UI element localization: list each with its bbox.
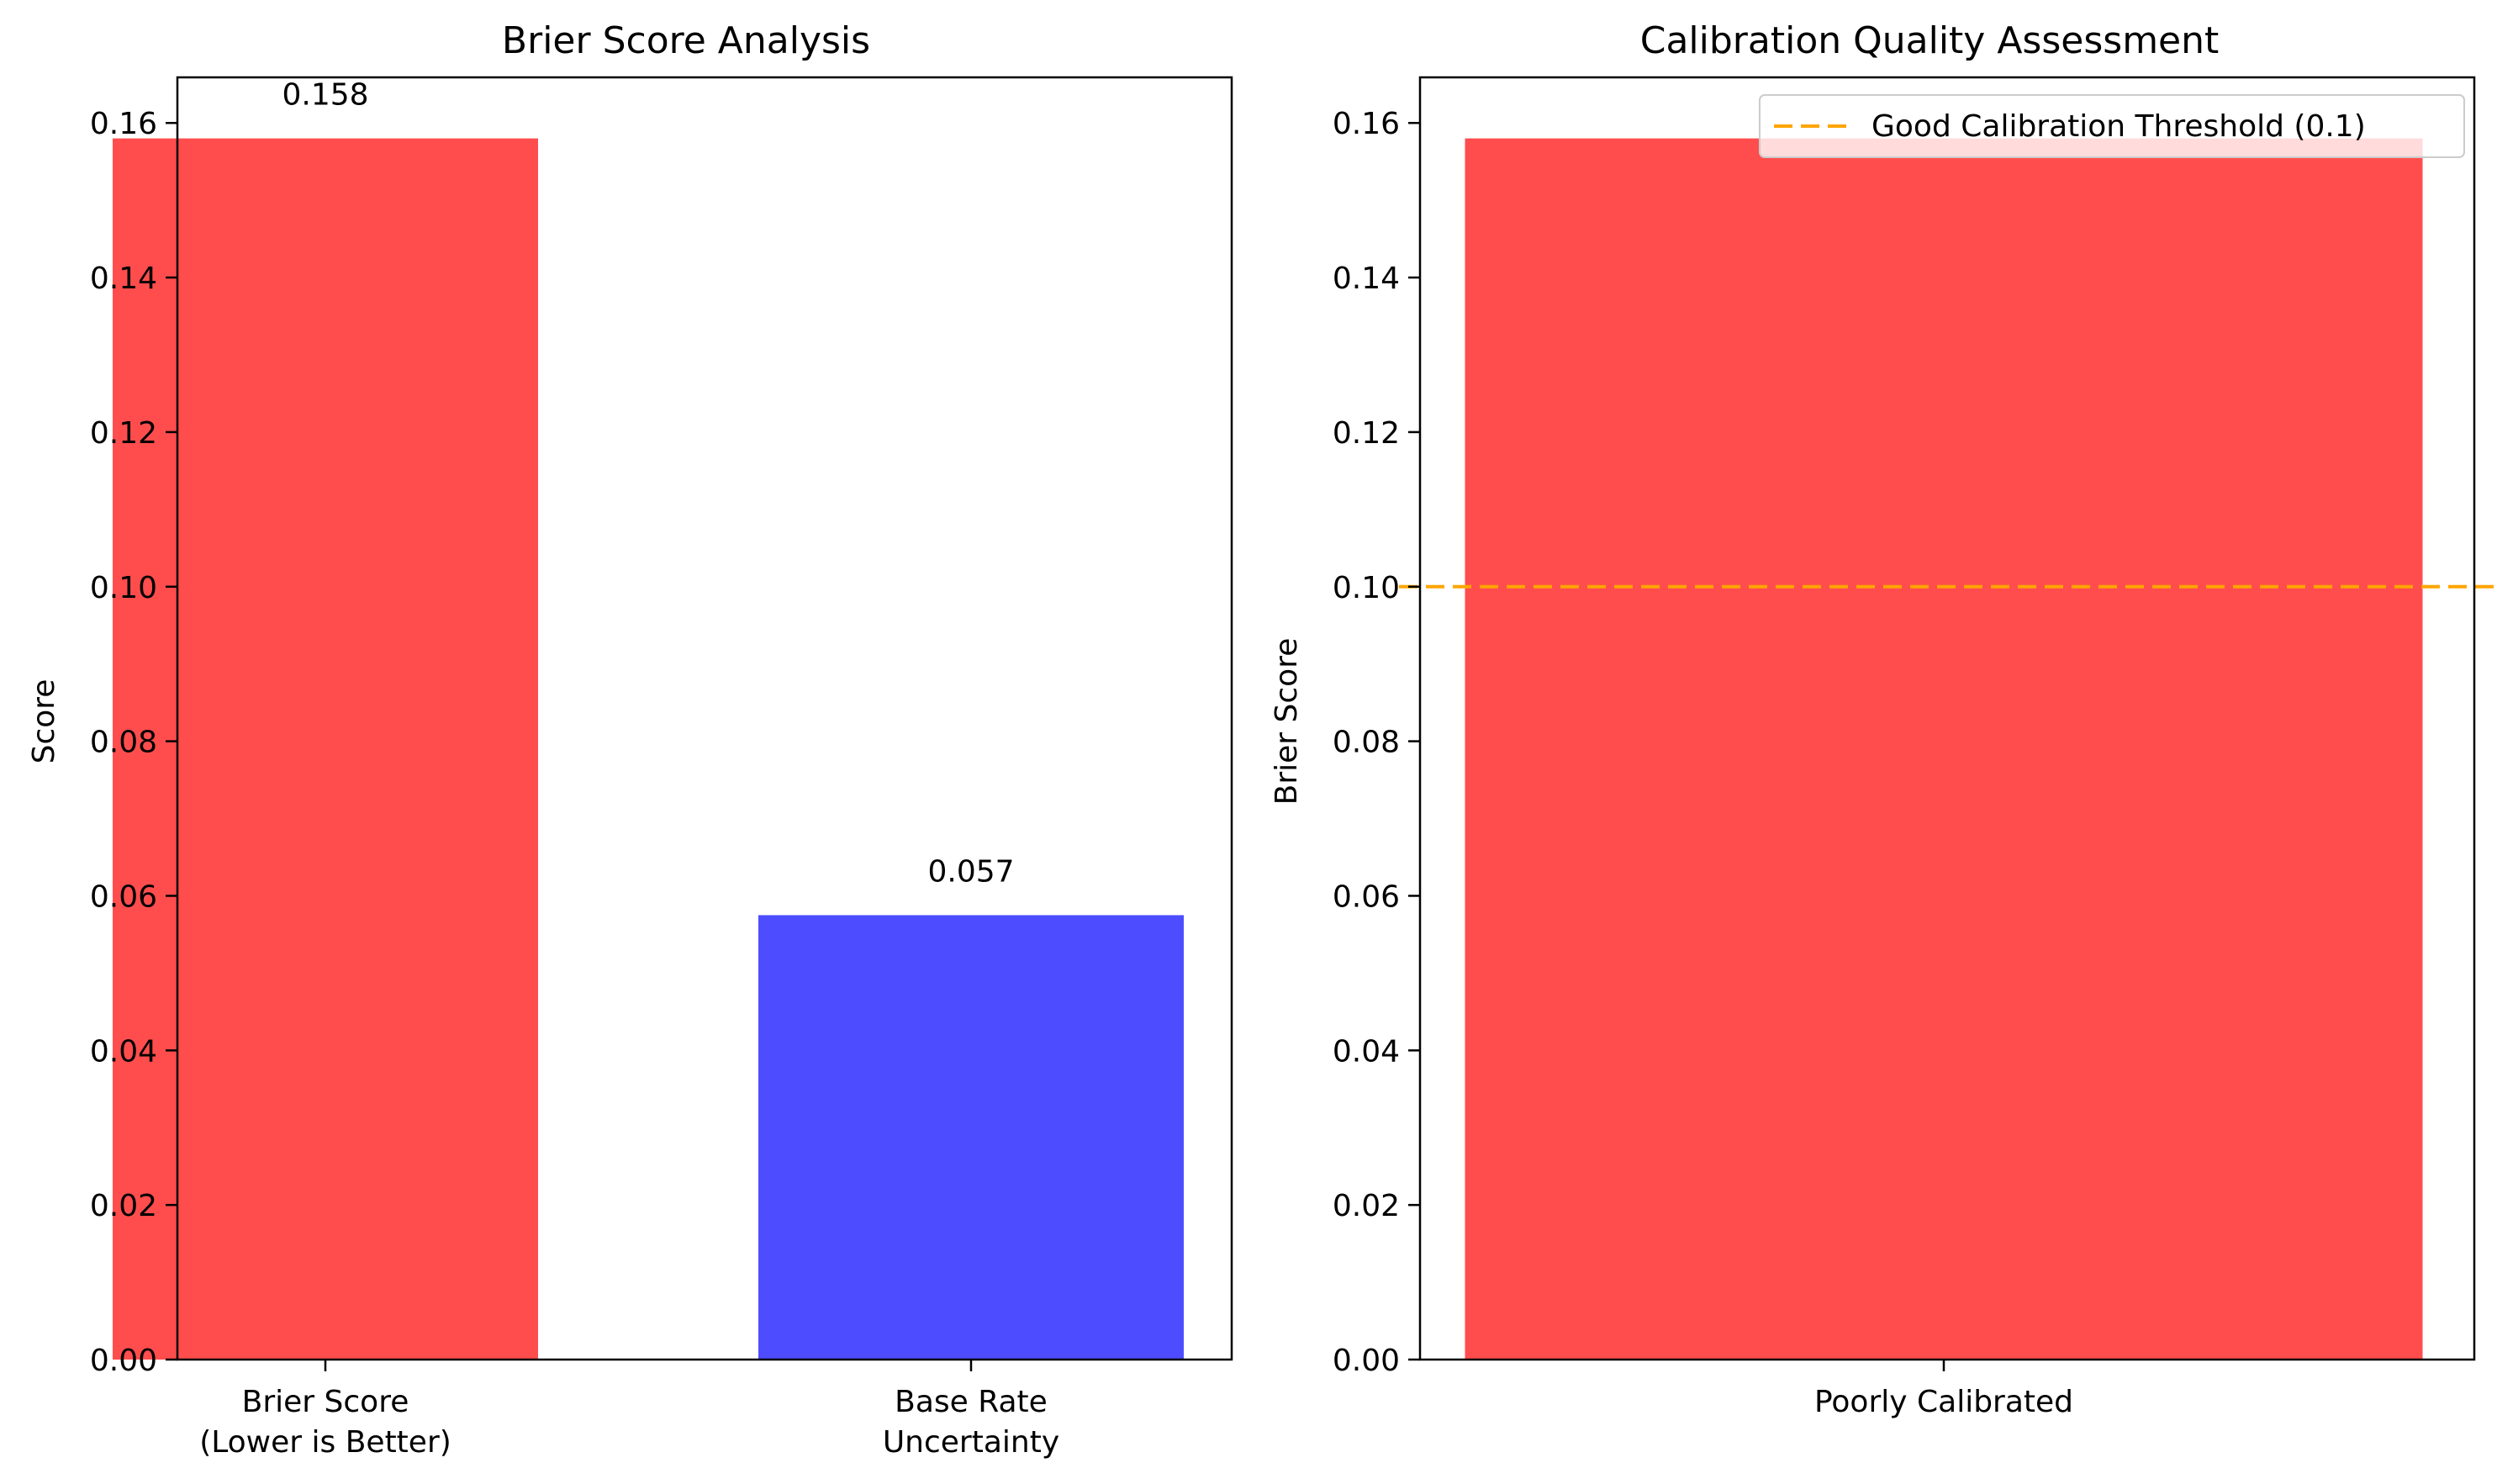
- left-ytick-label-6: 0.12: [90, 416, 157, 451]
- right-bar-0: [1465, 138, 2423, 1360]
- left-chart-bar-labels: 0.158 0.057: [282, 78, 1014, 890]
- left-chart-title: Brier Score Analysis: [502, 19, 870, 62]
- right-ytick-label-1: 0.02: [1333, 1189, 1400, 1223]
- left-chart-ylabel: Score: [27, 679, 61, 764]
- right-chart-x-ticks: Poorly Calibrated: [1814, 1360, 2073, 1419]
- left-chart-panel: Brier Score Analysis Score 0.158 0.057 0.…: [27, 19, 1233, 1460]
- left-bar-0: [113, 138, 538, 1360]
- left-chart-x-ticks: Brier Score (Lower is Better) Base Rate Unc…: [199, 1360, 1059, 1460]
- legend-threshold-label: Good Calibration Threshold (0.1): [1871, 109, 2366, 144]
- left-ytick-label-3: 0.06: [90, 879, 157, 914]
- legend-box: [1759, 94, 2465, 158]
- left-xtick-label-1: Base Rate Uncertainty: [883, 1385, 1059, 1460]
- right-chart-ylabel: Brier Score: [1270, 638, 1304, 805]
- right-ytick-label-0: 0.00: [1333, 1344, 1400, 1378]
- right-ytick-label-6: 0.12: [1333, 416, 1400, 451]
- right-ytick-label-7: 0.14: [1333, 261, 1400, 296]
- right-chart-title: Calibration Quality Assessment: [1640, 19, 2220, 62]
- left-xtick-label-0: Brier Score (Lower is Better): [199, 1385, 451, 1460]
- left-ytick-label-5: 0.10: [90, 571, 157, 605]
- right-chart-bars: [1465, 138, 2423, 1360]
- left-ytick-label-7: 0.14: [90, 261, 157, 296]
- left-chart-axes-frame: [176, 76, 1233, 1361]
- right-ytick-label-3: 0.06: [1333, 879, 1400, 914]
- right-chart-panel: Calibration Quality Assessment Brier Sco…: [1270, 19, 2495, 1419]
- left-bar-1: [758, 915, 1184, 1360]
- left-ytick-label-8: 0.16: [90, 107, 157, 141]
- right-ytick-label-5: 0.10: [1333, 571, 1400, 605]
- left-ytick-label-0: 0.00: [90, 1344, 157, 1378]
- right-ytick-label-2: 0.04: [1333, 1034, 1400, 1069]
- right-chart-y-ticks: 0.00 0.02 0.04 0.06 0.08 0.10 0.12 0.14 0.16: [1333, 107, 1420, 1378]
- left-ytick-label-4: 0.08: [90, 726, 157, 760]
- right-chart-axes-frame: [1418, 76, 2476, 1361]
- left-bar-value-label-1: 0.057: [927, 854, 1014, 889]
- right-ytick-label-4: 0.08: [1333, 726, 1400, 760]
- left-chart-y-ticks: 0.00 0.02 0.04 0.06 0.08 0.10 0.12 0.14 0.16: [90, 107, 177, 1378]
- left-chart-bars: [113, 138, 1184, 1360]
- right-ytick-label-8: 0.16: [1333, 107, 1400, 141]
- right-xtick-label-0: Poorly Calibrated: [1814, 1385, 2073, 1419]
- left-bar-value-label-0: 0.158: [282, 78, 368, 113]
- left-ytick-label-1: 0.02: [90, 1189, 157, 1223]
- left-ytick-label-2: 0.04: [90, 1034, 157, 1069]
- legend: Good Calibration Threshold (0.1): [1759, 94, 2465, 158]
